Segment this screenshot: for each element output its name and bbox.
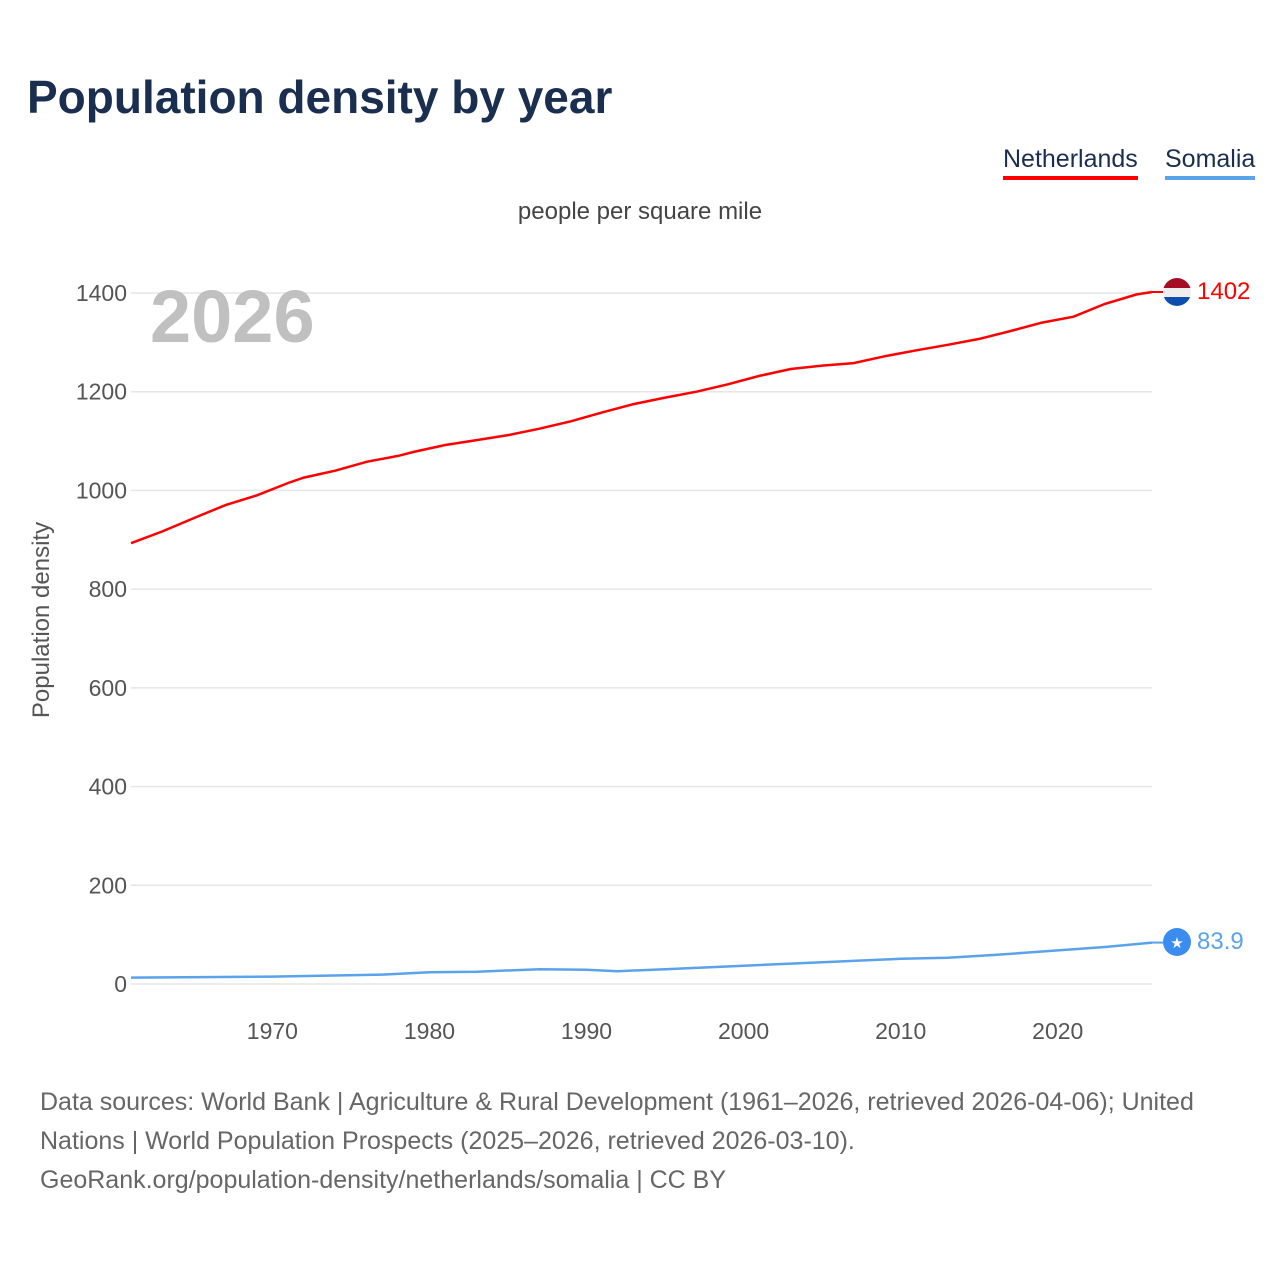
x-tick-label: 1990 (561, 1018, 612, 1044)
somalia-end-label: 83.9 (1197, 928, 1244, 955)
source-link[interactable]: GeoRank.org/population-density/netherlan… (40, 1166, 727, 1194)
x-tick-label: 2010 (875, 1018, 926, 1044)
chart-title: Population density by year (27, 71, 613, 123)
svg-text:★: ★ (1170, 935, 1183, 952)
source-text: Data sources: World Bank | Agriculture &… (40, 1088, 1194, 1155)
netherlands-flag-icon (1163, 278, 1191, 306)
x-tick-label: 1970 (247, 1018, 298, 1044)
series-line-somalia (130, 941, 1153, 979)
y-tick-label: 0 (114, 971, 127, 997)
y-tick-label: 1000 (76, 477, 127, 503)
somalia-flag-icon: ★ (1163, 928, 1191, 956)
y-tick-label: 400 (89, 774, 127, 800)
source-note: Data sources: World Bank | Agriculture &… (40, 1083, 1250, 1200)
y-tick-label: 600 (89, 675, 127, 701)
series-line-netherlands (130, 290, 1153, 545)
y-tick-label: 800 (89, 576, 127, 602)
x-tick-label: 2000 (718, 1018, 769, 1044)
year-watermark: 2026 (150, 275, 315, 358)
unit-label: people per square mile (517, 198, 763, 225)
y-tick-label: 1200 (76, 379, 127, 405)
y-tick-label: 1400 (76, 280, 127, 306)
legend-somalia[interactable]: Somalia (1165, 145, 1256, 180)
x-tick-label: 2020 (1032, 1018, 1083, 1044)
legend-netherlands[interactable]: Netherlands (1003, 145, 1138, 180)
y-tick-label: 200 (89, 872, 127, 898)
x-tick-label: 1980 (404, 1018, 455, 1044)
netherlands-end-label: 1402 (1197, 278, 1250, 305)
